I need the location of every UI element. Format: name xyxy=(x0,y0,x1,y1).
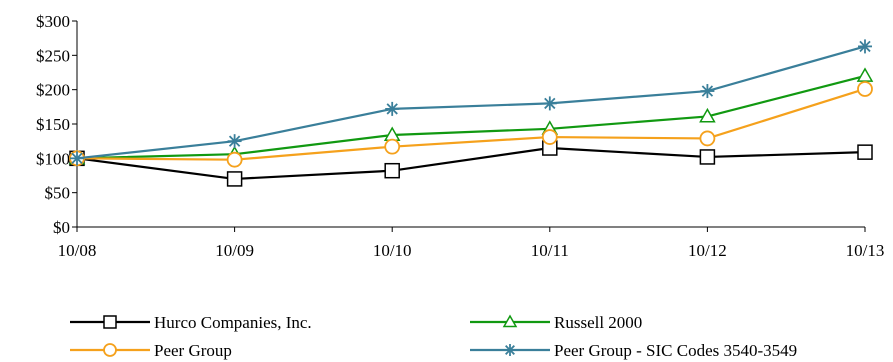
data-point-asterisk xyxy=(227,134,242,149)
y-tick-label: $150 xyxy=(36,115,70,134)
data-point-circle xyxy=(226,151,243,168)
y-tick-label: $0 xyxy=(53,218,70,237)
series-line xyxy=(76,87,866,161)
data-point-circle xyxy=(103,343,117,357)
x-tick-label: 10/12 xyxy=(688,241,727,260)
data-point-asterisk xyxy=(385,101,400,116)
data-point-asterisk xyxy=(70,151,84,166)
axes xyxy=(76,21,865,228)
data-point-triangle xyxy=(699,107,716,123)
legend-item: Russell 2000 xyxy=(470,313,642,332)
y-tick-label: $100 xyxy=(36,149,70,168)
series-peer-group xyxy=(69,81,873,168)
legend-item: Hurco Companies, Inc. xyxy=(70,313,312,332)
x-tick-label: 10/11 xyxy=(531,241,569,260)
y-axis-ticks: $0 $50 $100 $150 $200 $250 $300 xyxy=(36,12,77,237)
data-point-circle xyxy=(384,138,401,155)
x-tick-label: 10/13 xyxy=(846,241,885,260)
x-tick-label: 10/10 xyxy=(373,241,412,260)
legend-label: Russell 2000 xyxy=(554,313,642,332)
legend-item: Peer Group - SIC Codes 3540-3549 xyxy=(470,341,797,360)
series-russell-2000 xyxy=(68,67,874,165)
series-group xyxy=(68,39,874,187)
data-point-asterisk xyxy=(858,39,872,54)
data-point-square xyxy=(699,149,716,165)
data-point-asterisk xyxy=(504,344,516,356)
series-peer-group-sic-codes-3540-3549 xyxy=(70,39,872,166)
y-tick-label: $250 xyxy=(36,46,70,65)
data-point-asterisk xyxy=(700,84,715,99)
legend: Hurco Companies, Inc. Russell 2000 Peer Gr… xyxy=(70,313,797,360)
series-line xyxy=(76,74,866,160)
data-point-square xyxy=(857,144,873,160)
x-tick-label: 10/08 xyxy=(58,241,97,260)
legend-label: Peer Group xyxy=(154,341,232,360)
data-point-triangle xyxy=(856,67,874,82)
data-point-asterisk xyxy=(542,96,557,111)
legend-label: Peer Group - SIC Codes 3540-3549 xyxy=(554,341,797,360)
x-axis-ticks: 10/08 10/09 10/10 10/11 10/12 10/13 xyxy=(58,227,885,260)
legend-label: Hurco Companies, Inc. xyxy=(154,313,312,332)
data-point-circle xyxy=(541,129,558,145)
data-point-square xyxy=(384,162,400,179)
data-point-circle xyxy=(699,130,716,147)
series-line xyxy=(76,45,866,160)
data-point-square xyxy=(226,171,243,187)
y-tick-label: $300 xyxy=(36,12,70,31)
series-line xyxy=(76,146,866,181)
x-tick-label: 10/09 xyxy=(215,241,254,260)
legend-item: Peer Group xyxy=(70,341,232,360)
data-point-circle xyxy=(857,81,873,97)
data-point-square xyxy=(103,315,117,329)
series-hurco-companies-inc xyxy=(69,140,873,187)
data-point-triangle xyxy=(502,314,518,328)
y-tick-label: $50 xyxy=(45,184,71,203)
y-tick-label: $200 xyxy=(36,81,70,100)
